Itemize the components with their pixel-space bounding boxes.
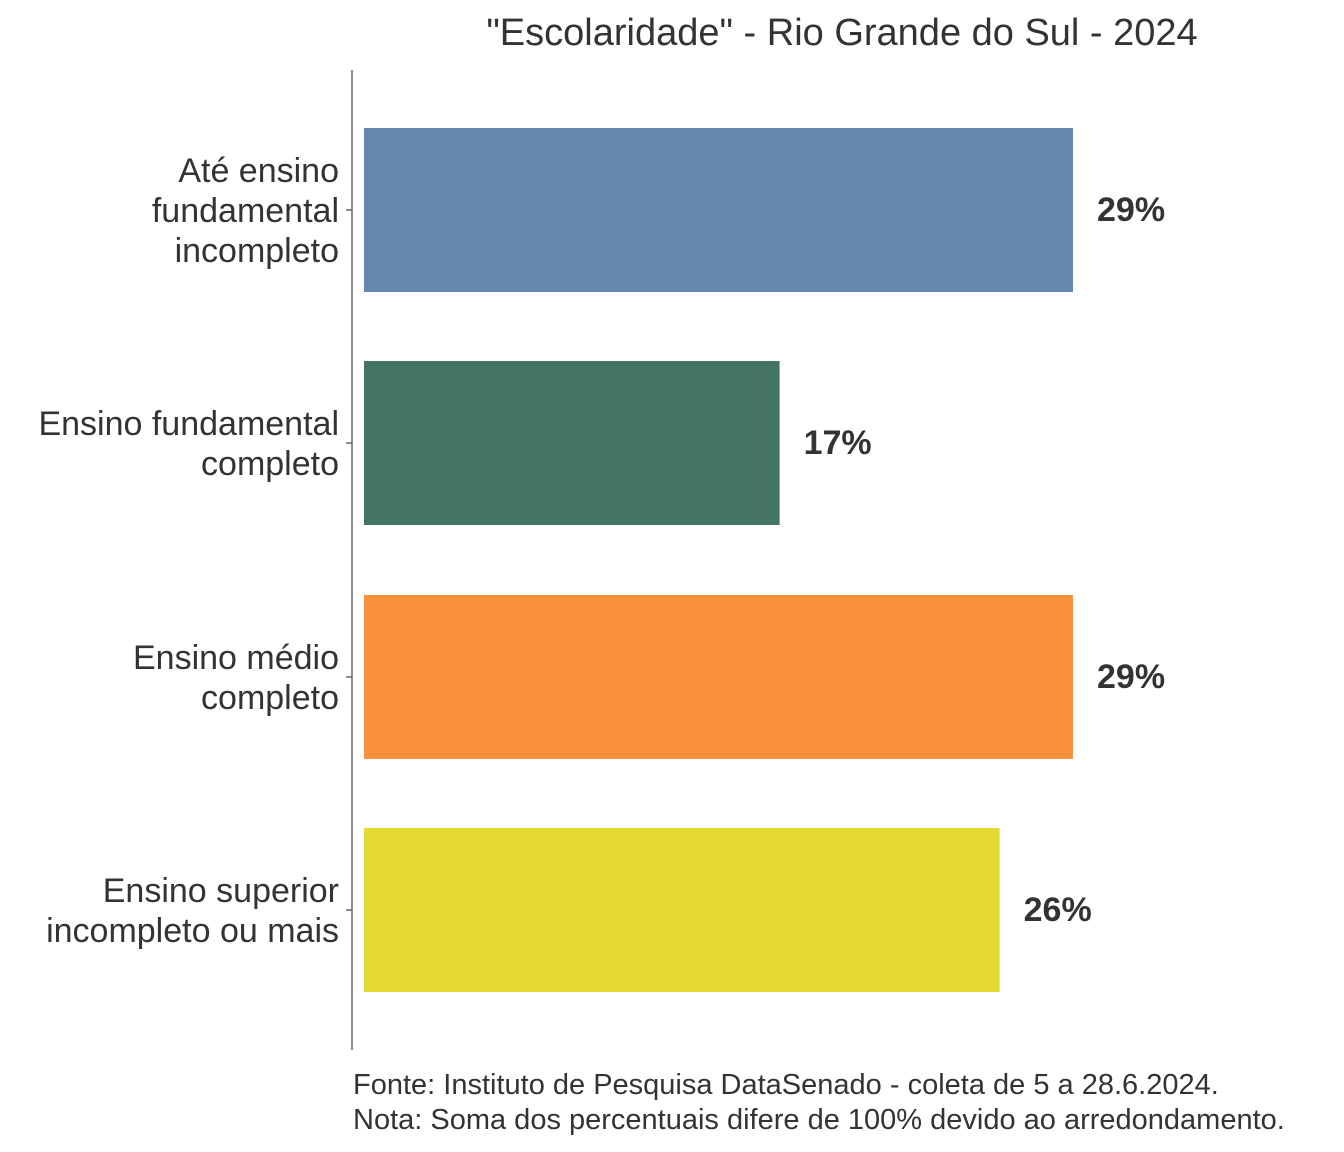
category-label-2: Ensino fundamental completo xyxy=(38,405,339,483)
bar-1 xyxy=(364,128,1073,292)
value-label-2: 17% xyxy=(804,424,872,462)
bar-2 xyxy=(364,361,780,525)
footnotes: Fonte: Instituto de Pesquisa DataSenado … xyxy=(353,1068,1285,1138)
chart-title: "Escolaridade" - Rio Grande do Sul - 202… xyxy=(486,12,1198,54)
value-label-3: 29% xyxy=(1097,658,1165,696)
category-label-3: Ensino médio completo xyxy=(133,639,339,717)
source-note: Fonte: Instituto de Pesquisa DataSenado … xyxy=(353,1069,1219,1101)
bars-layer: 29% Até ensino fundamental incompleto 17% Ens… xyxy=(38,128,1165,992)
rounding-note: Nota: Soma dos percentuais difere de 100… xyxy=(353,1104,1285,1136)
value-label-4: 26% xyxy=(1024,891,1092,929)
bar-3 xyxy=(364,595,1073,759)
bar-4 xyxy=(364,828,1000,992)
bar-chart: 29% Até ensino fundamental incompleto 17% Ens… xyxy=(38,70,1165,1050)
category-label-1: Até ensino fundamental incompleto xyxy=(152,152,339,270)
category-label-4: Ensino superior incompleto ou mais xyxy=(46,872,339,950)
value-label-1: 29% xyxy=(1097,191,1165,229)
